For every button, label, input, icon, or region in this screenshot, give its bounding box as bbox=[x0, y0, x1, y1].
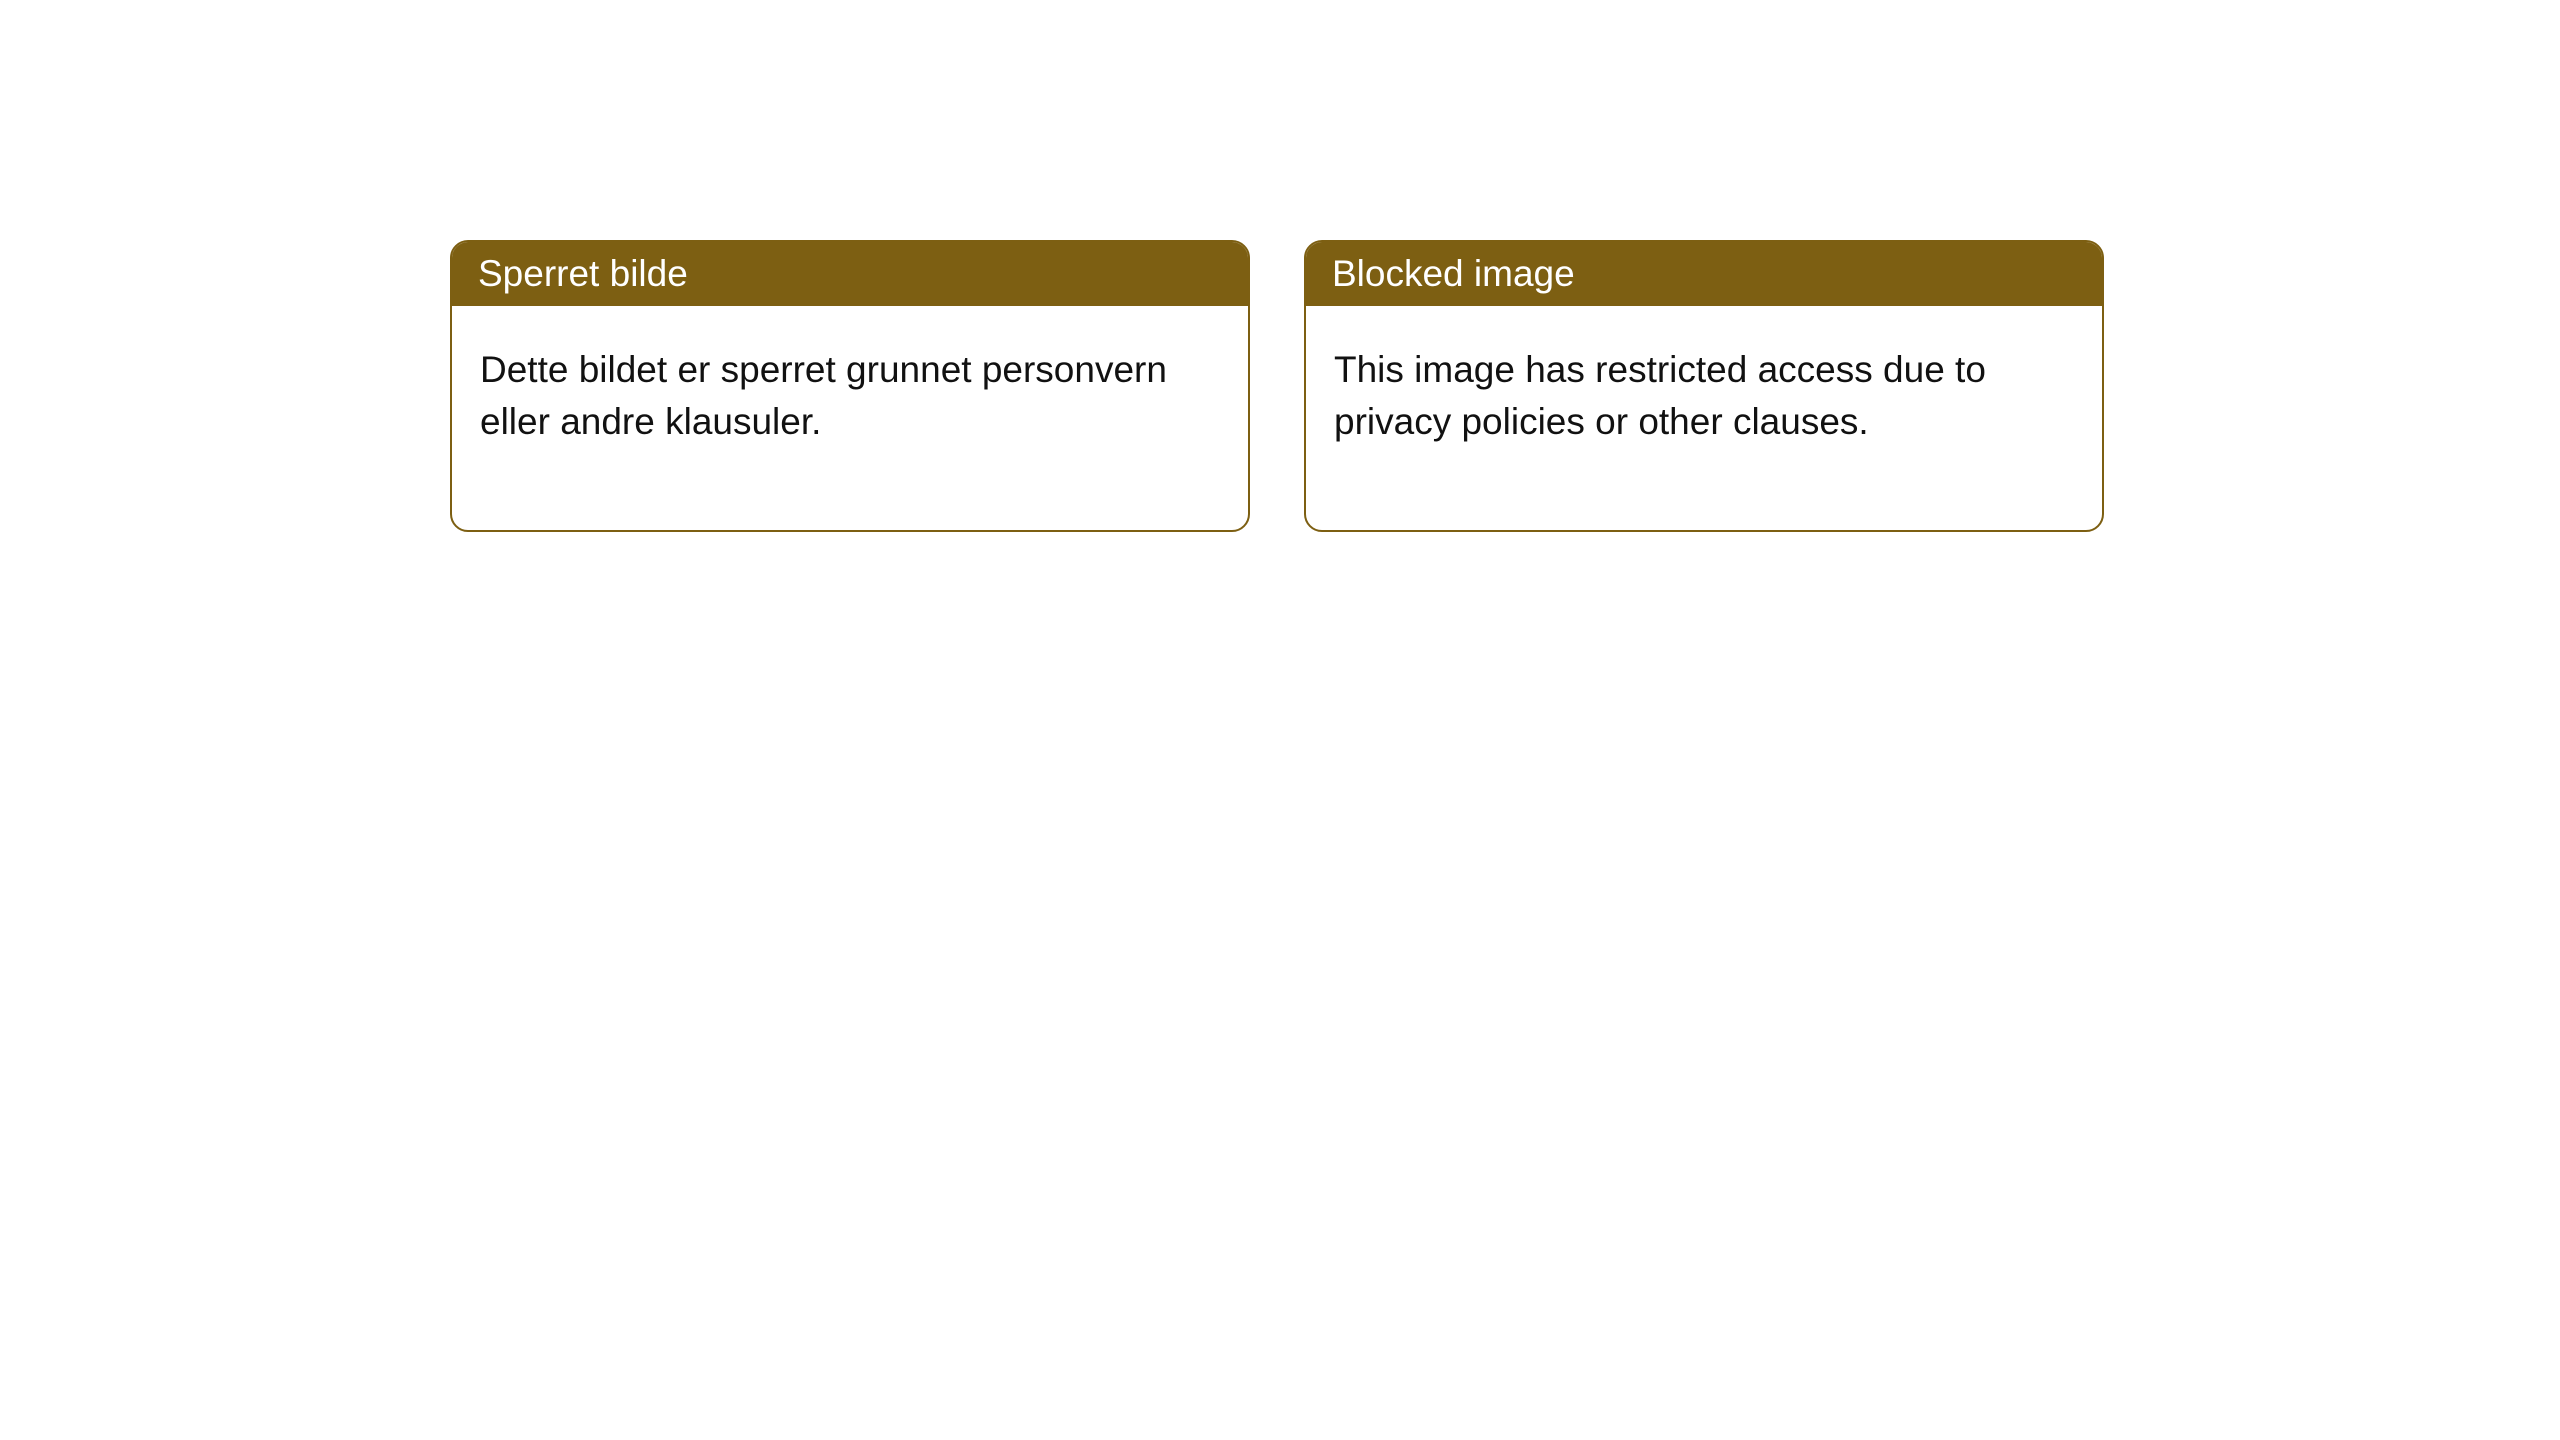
card-body-text: Dette bildet er sperret grunnet personve… bbox=[480, 349, 1167, 442]
card-title: Blocked image bbox=[1332, 253, 1575, 294]
notice-card-en: Blocked image This image has restricted … bbox=[1304, 240, 2104, 532]
card-body: Dette bildet er sperret grunnet personve… bbox=[452, 306, 1248, 530]
card-body: This image has restricted access due to … bbox=[1306, 306, 2102, 530]
notice-container: Sperret bilde Dette bildet er sperret gr… bbox=[0, 0, 2560, 532]
card-title: Sperret bilde bbox=[478, 253, 688, 294]
card-header: Blocked image bbox=[1306, 242, 2102, 306]
notice-card-no: Sperret bilde Dette bildet er sperret gr… bbox=[450, 240, 1250, 532]
card-header: Sperret bilde bbox=[452, 242, 1248, 306]
card-body-text: This image has restricted access due to … bbox=[1334, 349, 1986, 442]
